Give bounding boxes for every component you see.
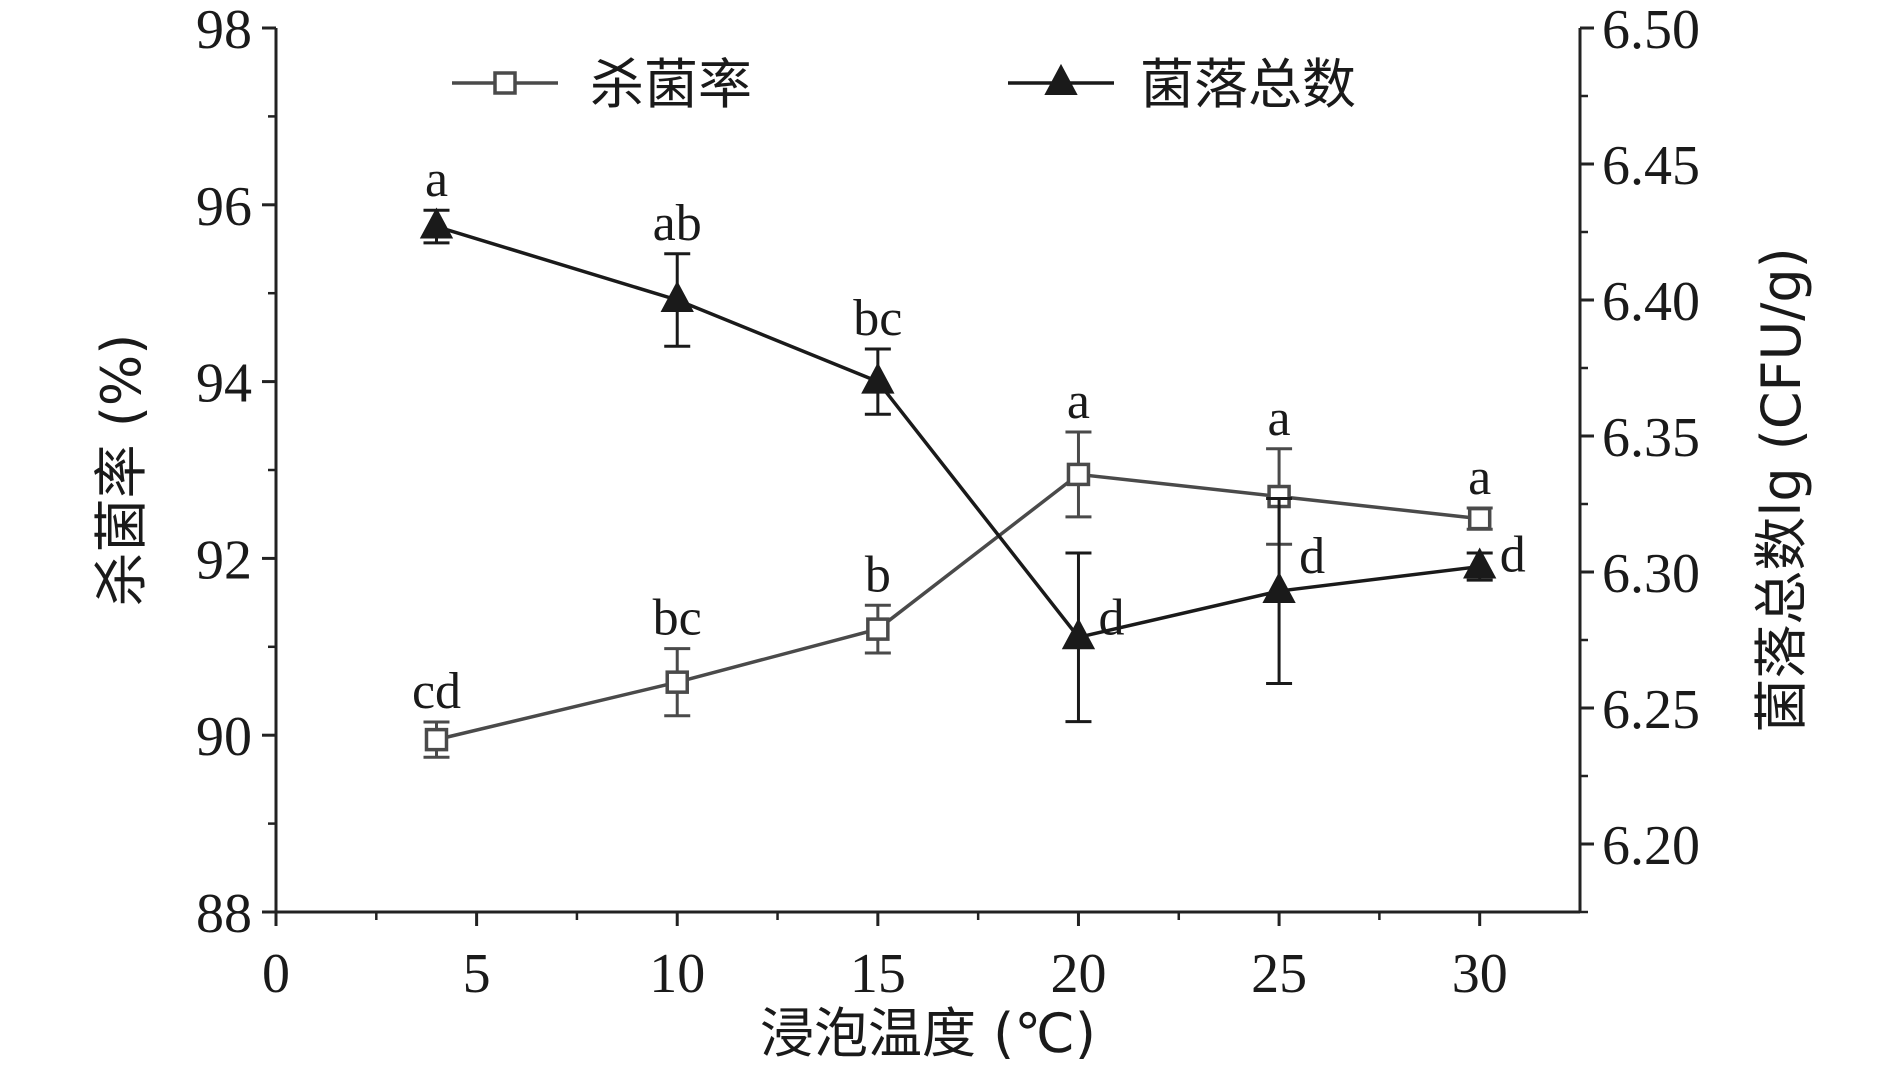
open-square-marker <box>424 727 449 752</box>
x-tick-label: 10 <box>649 943 705 1005</box>
y-right-tick-label: 6.25 <box>1602 679 1700 741</box>
y-left-tick-label: 94 <box>196 353 252 415</box>
y-right-tick-label: 6.45 <box>1602 135 1700 197</box>
legend-item-2: 菌落总数 <box>1008 53 1356 116</box>
y-right-tick-label: 6.20 <box>1602 815 1700 877</box>
x-tick-label: 0 <box>262 943 290 1005</box>
legend-label: 菌落总数 <box>1140 53 1356 116</box>
y-right-tick-label: 6.30 <box>1602 543 1700 605</box>
x-tick-label: 25 <box>1251 943 1307 1005</box>
y-right-axis-title: 菌落总数lg (CFU/g) <box>1750 247 1813 732</box>
significance-label: d <box>1098 589 1124 646</box>
series-line <box>436 472 1480 742</box>
series-layer: cd bc b a a a a ab bc d d d <box>412 151 1526 759</box>
open-square-marker <box>1066 462 1091 487</box>
significance-label: d <box>1500 527 1526 584</box>
legend: 杀菌率 菌落总数 <box>452 53 1356 116</box>
significance-label: bc <box>853 290 902 347</box>
filled-triangle-marker <box>861 362 895 394</box>
x-tick-label: 20 <box>1050 943 1106 1005</box>
series-1: cd bc b a a a <box>412 373 1493 759</box>
y-left-tick-label: 96 <box>196 176 252 238</box>
series-line <box>435 224 1480 640</box>
y-right-tick-label: 6.35 <box>1602 407 1700 469</box>
open-square-marker <box>866 617 890 641</box>
significance-label: a <box>1268 390 1291 447</box>
significance-label: a <box>1067 373 1090 430</box>
filled-triangle-marker <box>419 207 454 239</box>
legend-item-1: 杀菌率 <box>452 53 752 116</box>
x-tick-label: 5 <box>463 943 491 1005</box>
significance-label: d <box>1299 528 1325 585</box>
filled-triangle-marker <box>1463 547 1497 579</box>
legend-label: 杀菌率 <box>590 53 752 116</box>
y-right-tick-label: 6.50 <box>1602 0 1700 61</box>
open-square-marker <box>1467 506 1492 531</box>
filled-triangle-marker <box>1044 63 1078 95</box>
filled-triangle-marker <box>1061 618 1096 650</box>
x-tick-label: 15 <box>850 943 906 1005</box>
significance-label: b <box>865 546 891 603</box>
significance-label: a <box>425 151 448 208</box>
filled-triangle-marker <box>660 280 694 312</box>
significance-label: a <box>1468 449 1491 506</box>
open-square-marker <box>493 71 517 95</box>
significance-label: ab <box>653 195 702 252</box>
x-tick-label: 30 <box>1452 943 1508 1005</box>
y-right-tick-label: 6.40 <box>1602 271 1700 333</box>
plot-frame <box>274 28 1582 914</box>
filled-triangle-marker <box>1262 571 1296 604</box>
open-square-marker <box>665 670 689 694</box>
y-left-axis-title: 杀菌率 (%) <box>90 334 153 607</box>
x-axis-title: 浸泡温度 (℃) <box>760 1002 1096 1065</box>
axis-ticks: 0 5 10 15 20 25 30 88 90 92 94 96 98 6.20 6.25 6.30 6.35… <box>196 0 1700 1005</box>
y-left-tick-label: 92 <box>196 529 252 591</box>
significance-label: cd <box>412 663 461 720</box>
y-left-tick-label: 98 <box>196 0 252 61</box>
y-left-tick-label: 90 <box>196 706 252 768</box>
significance-label: bc <box>653 590 702 647</box>
y-left-tick-label: 88 <box>196 883 252 945</box>
